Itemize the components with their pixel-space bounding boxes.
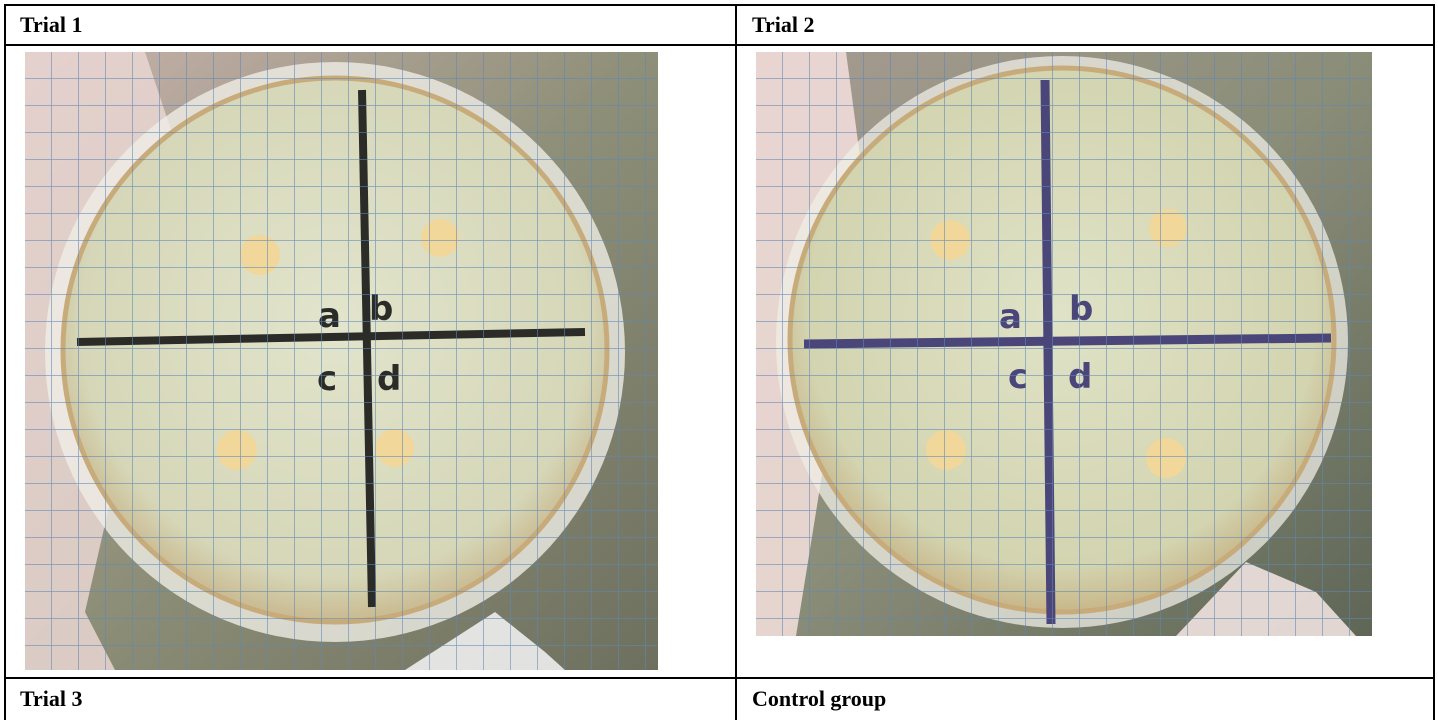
plate-photo: a b c d <box>25 52 658 670</box>
cell-title: Control group <box>752 686 886 712</box>
table-border <box>1433 4 1435 720</box>
table-border <box>5 44 1435 46</box>
cell-title: Trial 1 <box>20 12 83 38</box>
table-border <box>735 4 737 720</box>
cell-title: Trial 2 <box>752 12 815 38</box>
table-border <box>5 677 1435 679</box>
cell-title: Trial 3 <box>20 686 83 712</box>
document: Trial 1 Trial 2 Trial 3 Control group a … <box>0 0 1438 718</box>
table-border <box>5 4 1435 6</box>
plate-photo: a b c d <box>756 52 1372 636</box>
table-border <box>4 4 6 720</box>
